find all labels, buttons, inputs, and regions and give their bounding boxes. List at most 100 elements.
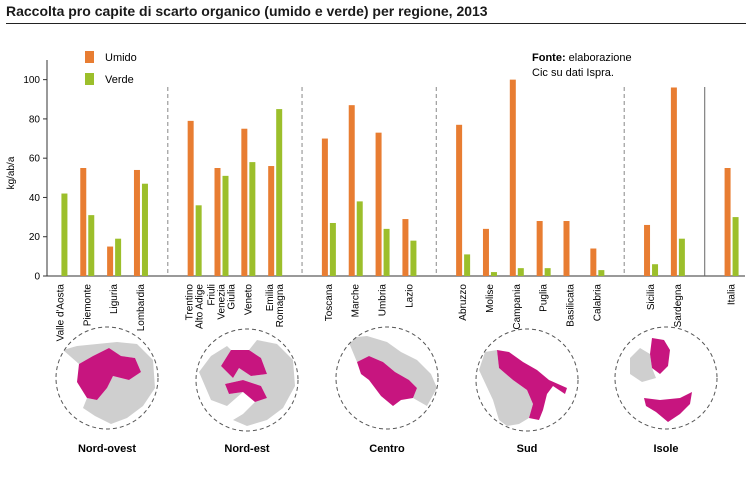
zone-circle — [195, 328, 299, 432]
zone-map — [55, 326, 159, 430]
zone-map — [195, 328, 299, 432]
title-rule — [6, 23, 746, 24]
source-text: elaborazione — [569, 52, 632, 64]
zone-label: Centro — [369, 443, 405, 455]
x-tick-label: Puglia — [539, 284, 550, 312]
bar-umido — [375, 132, 382, 276]
x-tick-label: Alto Adige — [195, 284, 206, 329]
bar-verde — [517, 268, 524, 276]
x-tick-label: Toscana — [324, 284, 335, 322]
y-axis-label: kg/ab/a — [6, 156, 17, 189]
bar-verde — [115, 238, 122, 276]
bar-umido — [268, 166, 275, 276]
y-tick-label: 60 — [29, 154, 41, 165]
x-tick-label: Basilicata — [566, 284, 577, 327]
bar-verde — [61, 193, 68, 276]
bar-verde — [276, 109, 283, 276]
source-note: Fonte: elaborazione — [532, 52, 632, 64]
x-tick-label: Sardegna — [673, 284, 684, 328]
zone-label: Sud — [517, 443, 538, 455]
zone-label: Nord-ovest — [78, 443, 136, 455]
bar-verde — [383, 228, 390, 276]
y-tick-label: 40 — [29, 193, 41, 204]
zone-map-inner — [630, 338, 692, 422]
bar-umido — [402, 219, 409, 276]
bar-umido — [644, 224, 651, 276]
bar-umido — [241, 128, 248, 276]
legend-label: Verde — [105, 74, 134, 86]
map-highlight-regions — [497, 350, 567, 420]
zone-map-inner — [199, 340, 295, 426]
zone-map-inner — [479, 350, 567, 426]
x-tick-label: Veneto — [243, 284, 254, 316]
bar-verde — [88, 215, 95, 276]
legend-label: Umido — [105, 52, 137, 64]
x-tick-label: Umbria — [378, 284, 389, 317]
map-other-regions — [347, 336, 437, 406]
bar-verde — [652, 264, 659, 276]
x-tick-label: Italia — [727, 284, 738, 306]
x-tick-label: Romagna — [275, 284, 286, 328]
bar-verde — [490, 272, 497, 276]
bar-verde — [410, 240, 417, 276]
zone-circle — [614, 326, 718, 430]
bar-umido — [107, 246, 114, 276]
bar-verde — [141, 183, 148, 276]
x-tick-label: Abruzzo — [458, 284, 469, 321]
source-bold: Fonte: — [532, 52, 569, 64]
chart-title: Raccolta pro capite di scarto organico (… — [6, 3, 488, 19]
bar-umido — [670, 87, 677, 276]
zone-map — [335, 326, 439, 430]
bar-verde — [544, 268, 551, 276]
legend-swatch — [85, 73, 94, 85]
y-tick-label: 0 — [34, 272, 40, 283]
bar-verde — [222, 175, 229, 276]
map-other-regions — [630, 348, 656, 382]
bar-verde — [329, 222, 336, 276]
bar-umido — [321, 138, 328, 276]
x-tick-label: Calabria — [592, 284, 603, 322]
bar-umido — [482, 228, 489, 276]
zone-map — [475, 328, 579, 432]
bar-umido — [133, 169, 140, 276]
zone-map-inner — [347, 336, 437, 406]
x-tick-label: Molise — [485, 284, 496, 313]
bar-umido — [214, 168, 221, 276]
bar-umido — [563, 221, 570, 276]
zone-circle — [475, 328, 579, 432]
x-tick-label: Venezia — [217, 284, 228, 320]
x-tick-label: Valle d'Aosta — [55, 284, 66, 342]
bar-verde — [732, 217, 739, 276]
bar-umido — [187, 120, 194, 276]
x-tick-label: Lazio — [404, 284, 415, 308]
map-other-regions — [63, 342, 155, 424]
legend-swatch — [85, 51, 94, 63]
bar-umido — [724, 168, 731, 276]
map-other-regions — [479, 350, 533, 426]
zone-map — [614, 326, 718, 430]
bar-umido — [456, 124, 463, 276]
map-highlight-regions — [77, 348, 141, 400]
map-highlight-regions — [644, 338, 692, 422]
zone-label: Nord-est — [224, 443, 270, 455]
x-tick-label: Lombardia — [136, 284, 147, 332]
bar-verde — [598, 270, 605, 276]
y-tick-label: 100 — [23, 75, 40, 86]
x-tick-label: Marche — [351, 284, 362, 318]
map-highlight-regions — [221, 350, 267, 402]
y-tick-label: 20 — [29, 232, 41, 243]
x-tick-label: Sicilia — [646, 284, 657, 311]
source-note-line2: Cic su dati Ispra. — [532, 67, 614, 79]
x-tick-label: Liguria — [109, 284, 120, 314]
x-tick-label: Trentino — [185, 284, 196, 321]
zone-label: Isole — [653, 443, 678, 455]
x-tick-label: Campania — [512, 284, 523, 330]
bar-umido — [348, 105, 355, 276]
bar-verde — [464, 254, 471, 276]
bar-umido — [509, 79, 516, 277]
bar-verde — [678, 238, 685, 276]
zone-map-inner — [63, 342, 155, 424]
x-tick-label: Friuli — [207, 284, 218, 306]
zone-circle — [335, 326, 439, 430]
